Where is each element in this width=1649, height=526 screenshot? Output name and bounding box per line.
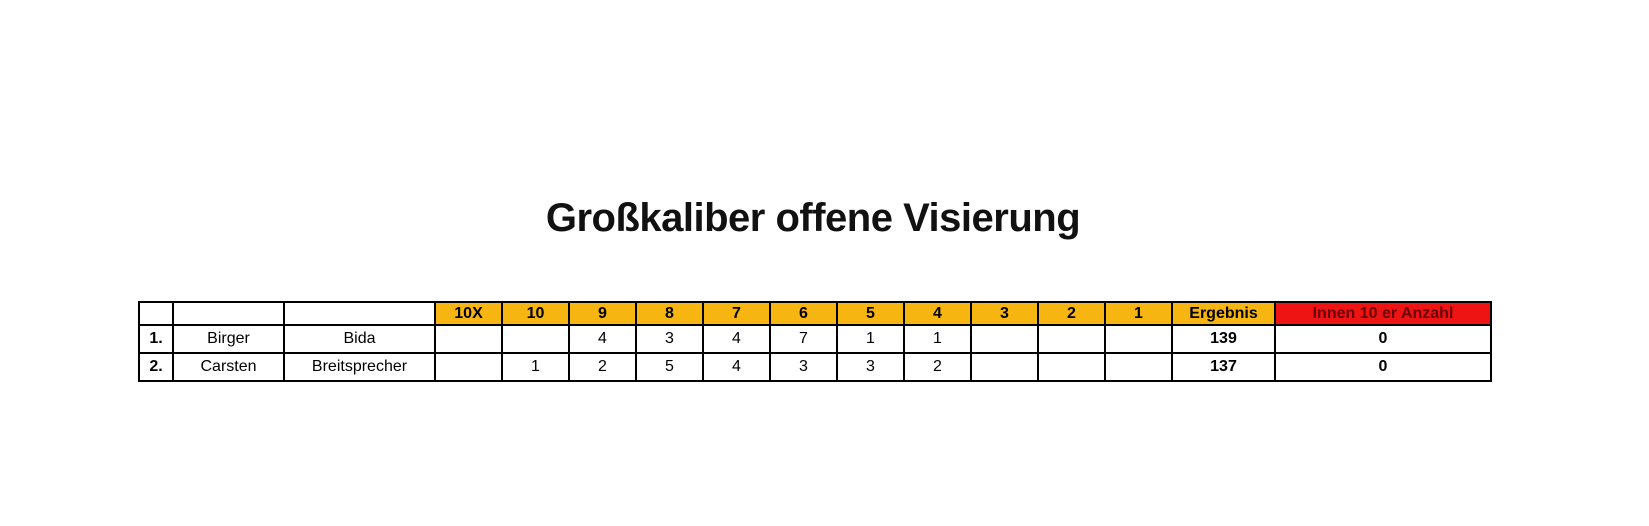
header-cell-6: 6 <box>769 301 838 326</box>
header-row: 10X 10 9 8 7 6 5 4 3 2 1 Ergebnis Innen … <box>138 301 1492 326</box>
score-cell-1 <box>1104 324 1173 354</box>
header-spacer-firstname <box>172 301 285 326</box>
score-cell-4: 1 <box>903 324 972 354</box>
table-row: 2. Carsten Breitsprecher 1 2 5 4 3 3 2 1… <box>138 352 1492 382</box>
header-cell-10x: 10X <box>434 301 503 326</box>
score-cell-2 <box>1037 352 1106 382</box>
header-spacer-rank <box>138 301 174 326</box>
ergebnis-cell: 137 <box>1171 352 1276 382</box>
page-title: Großkaliber offene Visierung <box>545 196 1081 240</box>
ergebnis-cell: 139 <box>1171 324 1276 354</box>
header-cell-innen-10er-anzahl: Innen 10 er Anzahl <box>1274 301 1492 326</box>
header-cell-9: 9 <box>568 301 637 326</box>
score-cell-8: 3 <box>635 324 704 354</box>
header-cell-1: 1 <box>1104 301 1173 326</box>
score-cell-10 <box>501 324 570 354</box>
score-cell-6: 7 <box>769 324 838 354</box>
score-cell-9: 4 <box>568 324 637 354</box>
table-row: 1. Birger Bida 4 3 4 7 1 1 139 0 <box>138 324 1492 354</box>
score-cell-10: 1 <box>501 352 570 382</box>
innen-cell: 0 <box>1274 324 1492 354</box>
header-spacer-lastname <box>283 301 436 326</box>
score-cell-3 <box>970 324 1039 354</box>
score-cell-4: 2 <box>903 352 972 382</box>
header-cell-10: 10 <box>501 301 570 326</box>
header-cell-8: 8 <box>635 301 704 326</box>
innen-cell: 0 <box>1274 352 1492 382</box>
score-cell-3 <box>970 352 1039 382</box>
score-cell-6: 3 <box>769 352 838 382</box>
score-cell-2 <box>1037 324 1106 354</box>
score-cell-9: 2 <box>568 352 637 382</box>
score-cell-10x <box>434 352 503 382</box>
header-cell-2: 2 <box>1037 301 1106 326</box>
score-cell-5: 1 <box>836 324 905 354</box>
score-cell-10x <box>434 324 503 354</box>
header-cell-5: 5 <box>836 301 905 326</box>
rank-cell: 1. <box>138 324 174 354</box>
score-cell-7: 4 <box>702 352 771 382</box>
score-cell-7: 4 <box>702 324 771 354</box>
last-name-cell: Bida <box>283 324 436 354</box>
header-cell-4: 4 <box>903 301 972 326</box>
first-name-cell: Carsten <box>172 352 285 382</box>
score-cell-1 <box>1104 352 1173 382</box>
first-name-cell: Birger <box>172 324 285 354</box>
last-name-cell: Breitsprecher <box>283 352 436 382</box>
header-cell-7: 7 <box>702 301 771 326</box>
results-table: 10X 10 9 8 7 6 5 4 3 2 1 Ergebnis Innen … <box>138 301 1492 382</box>
score-cell-8: 5 <box>635 352 704 382</box>
rank-cell: 2. <box>138 352 174 382</box>
header-cell-3: 3 <box>970 301 1039 326</box>
score-cell-5: 3 <box>836 352 905 382</box>
header-cell-ergebnis: Ergebnis <box>1171 301 1276 326</box>
